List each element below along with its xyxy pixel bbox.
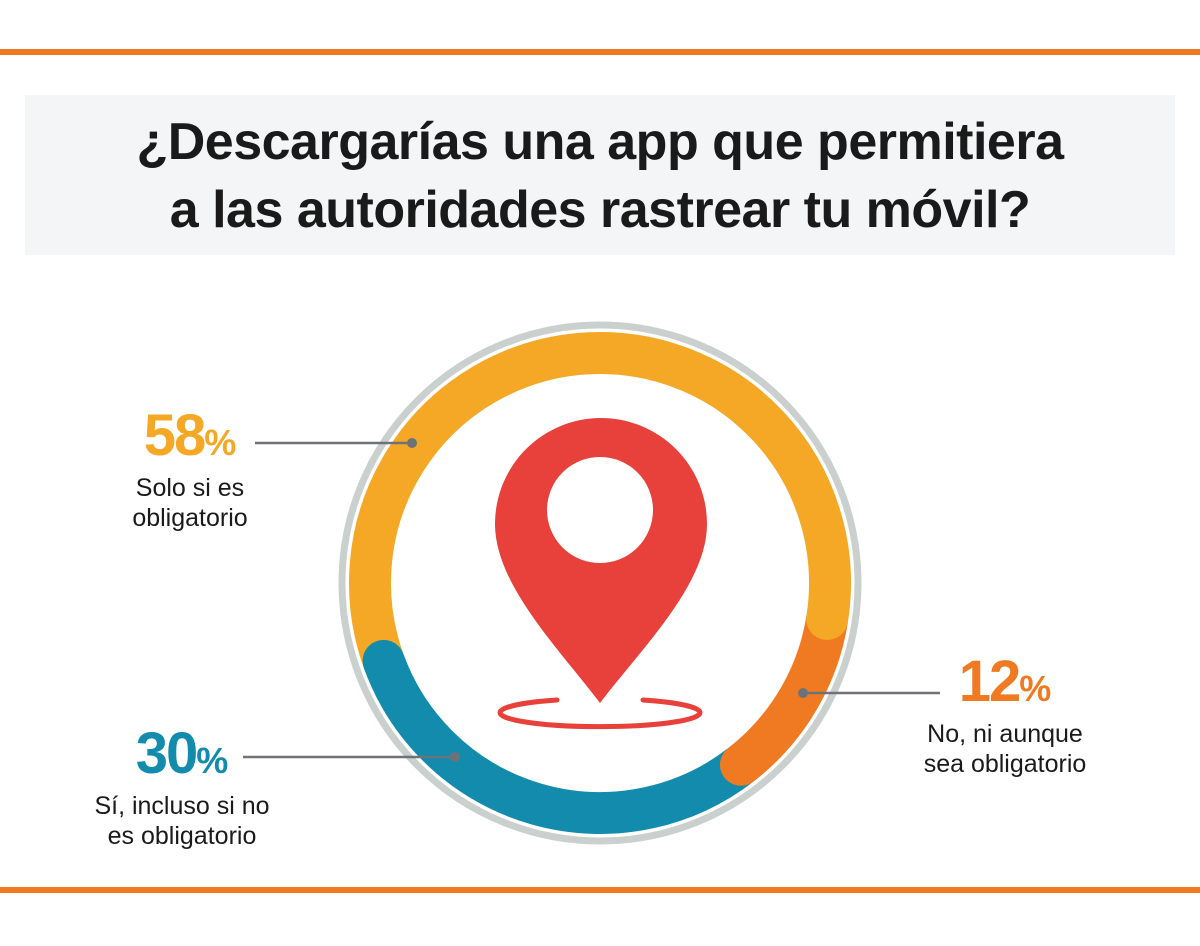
map-pin-icon (495, 418, 707, 730)
slice-cap-si (362, 639, 405, 682)
slice-cap-solo (806, 597, 849, 640)
value-no: 12% (885, 652, 1125, 719)
percent-sign: % (204, 422, 237, 463)
leader-dot-si (450, 752, 460, 762)
label-line-1: Sí, incluso si no (94, 792, 270, 820)
label-line-1: Solo si es (135, 474, 245, 502)
value-solo: 58% (70, 406, 310, 473)
label-no: 12% No, ni aunque sea obligatorio (885, 652, 1125, 779)
value-number: 58 (143, 403, 206, 468)
label-si: 30% Sí, incluso si no es obligatorio (62, 724, 302, 851)
percent-sign: % (1019, 668, 1052, 709)
label-line-2: sea obligatorio (923, 750, 1087, 778)
leader-dot-no (798, 688, 808, 698)
donut-slice-si (363, 653, 754, 834)
percent-sign: % (196, 740, 229, 781)
title-band (25, 95, 1175, 255)
slice-cap-no (719, 743, 762, 786)
pin-base-ellipse (497, 697, 703, 730)
title-line-2: a las autoridades rastrear tu móvil? (169, 181, 1031, 239)
pin-hole (547, 457, 653, 563)
leader-dot-solo (407, 438, 417, 448)
value-number: 12 (958, 649, 1021, 714)
top-rule (0, 49, 1200, 55)
chart-title: ¿Descargarías una app que permitiera a l… (0, 108, 1200, 244)
title-line-1: ¿Descargarías una app que permitiera (136, 113, 1064, 171)
label-line-1: No, ni aunque (927, 720, 1083, 748)
bottom-rule (0, 887, 1200, 893)
outer-ring (338, 321, 862, 845)
value-si: 30% (62, 724, 302, 791)
label-solo: 58% Solo si es obligatorio (70, 406, 310, 533)
donut-slice-solo (349, 332, 851, 668)
label-line-2: obligatorio (132, 504, 248, 532)
label-line-2: es obligatorio (107, 822, 257, 850)
value-number: 30 (135, 721, 198, 786)
